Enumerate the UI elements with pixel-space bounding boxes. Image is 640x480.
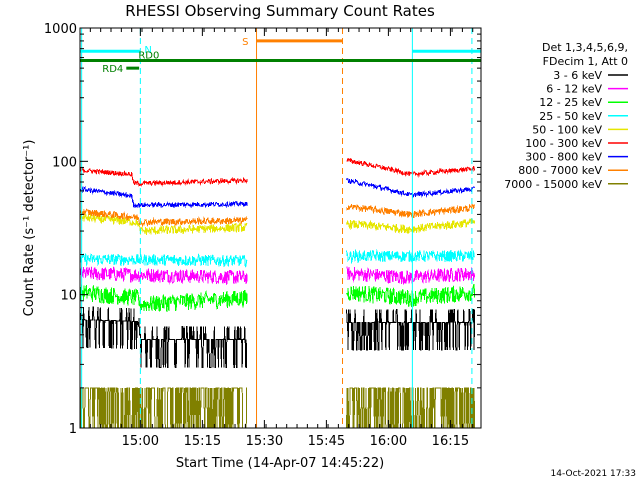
series-50-100-kev-segment-2: [346, 218, 476, 234]
flag-label-rd4: RD4: [102, 64, 123, 75]
y-tick-label-100: 100: [52, 155, 77, 170]
y-tick-label-10: 10: [60, 289, 77, 304]
y-tick-label-1: 1: [69, 422, 77, 437]
x-axis-label: Start Time (14-Apr-07 14:45:22): [176, 456, 384, 471]
y-axis-label: Count Rate (s⁻¹ detector⁻¹): [22, 140, 37, 317]
series-100-300-kev-segment-2: [346, 157, 476, 178]
series-6-12-kev-segment-2: [346, 266, 476, 285]
series-25-50-kev-segment-2: [346, 248, 476, 264]
legend-entry-label: 50 - 100 keV: [532, 123, 602, 136]
x-tick-label-1500: 15:00: [122, 434, 159, 449]
series-50-100-kev-segment-1: [80, 213, 248, 236]
series-800-7000-kev-segment-1: [80, 208, 248, 228]
series-300-800-kev-segment-2: [346, 177, 475, 199]
series-12-25-kev-segment-2: [346, 283, 476, 308]
series-800-7000-kev-segment-2: [346, 202, 476, 219]
x-tick-label-1615: 16:15: [432, 434, 469, 449]
x-tick-label-1515: 15:15: [184, 434, 221, 449]
legend: Det 1,3,4,5,6,9,FDecim 1, Att 03 - 6 keV…: [504, 41, 628, 191]
series-100-300-kev-segment-1: [80, 166, 248, 187]
series-7000-15000-kev-segment-2: [346, 387, 476, 428]
series-300-800-kev-segment-1: [80, 186, 248, 209]
legend-entry-label: 6 - 12 keV: [546, 83, 602, 96]
series-25-50-kev-segment-1: [80, 252, 248, 268]
footer-timestamp: 14-Oct-2021 17:33: [551, 469, 636, 479]
series-3-6-kev-segment-1: [80, 306, 248, 368]
y-tick-label-1000: 1000: [44, 22, 77, 37]
series-group: [80, 157, 476, 428]
series-12-25-kev-segment-1: [80, 284, 248, 313]
legend-header-line-1: Det 1,3,4,5,6,9,: [542, 41, 628, 54]
chart-title: RHESSI Observing Summary Count Rates: [125, 2, 435, 20]
legend-entry-label: 800 - 7000 keV: [518, 164, 602, 177]
flag-label-s: S: [242, 37, 248, 48]
plot-frame: [79, 27, 482, 429]
series-3-6-kev-segment-2: [346, 308, 476, 351]
legend-entry-label: 300 - 800 keV: [525, 151, 602, 164]
legend-header-line-2: FDecim 1, Att 0: [543, 55, 628, 68]
series-6-12-kev-segment-1: [80, 265, 248, 286]
legend-entry-label: 25 - 50 keV: [539, 110, 602, 123]
legend-entry-label: 12 - 25 keV: [539, 96, 602, 109]
x-tick-label-1530: 15:30: [246, 434, 283, 449]
series-7000-15000-kev-segment-1: [80, 387, 248, 428]
legend-entry-label: 3 - 6 keV: [553, 69, 602, 82]
x-tick-label-1600: 16:00: [370, 434, 407, 449]
legend-entry-label: 7000 - 15000 keV: [504, 178, 602, 191]
flag-label-rd0: RD0: [138, 51, 159, 62]
flag-label-n: N: [144, 45, 151, 56]
legend-entry-label: 100 - 300 keV: [525, 137, 602, 150]
x-tick-label-1545: 15:45: [308, 434, 345, 449]
